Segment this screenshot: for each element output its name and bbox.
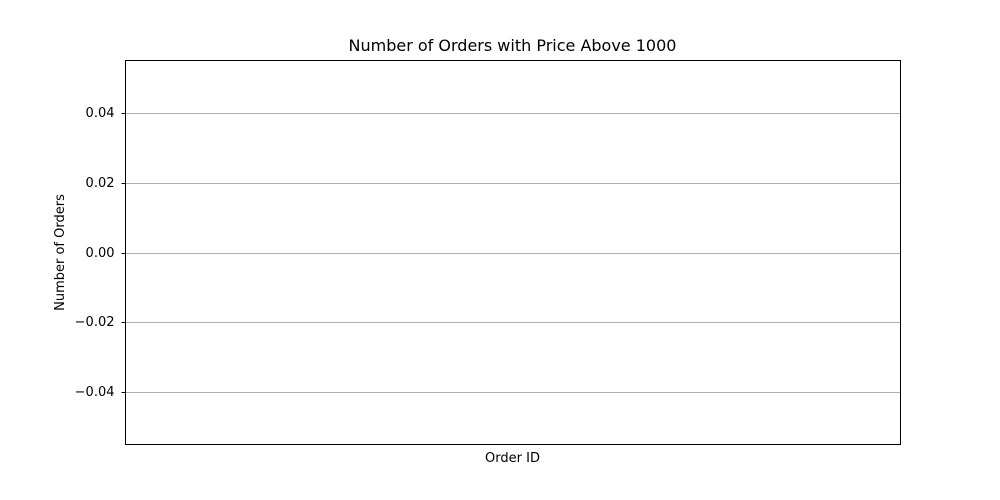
chart-title: Number of Orders with Price Above 1000 — [349, 36, 677, 55]
y-tick-label: −0.02 — [75, 315, 115, 330]
y-tick-label: 0.00 — [86, 246, 115, 261]
y-axis-label: Number of Orders — [53, 194, 68, 311]
y-tick-label: −0.04 — [75, 385, 115, 400]
x-axis-label: Order ID — [485, 451, 540, 466]
y-tick-label: 0.02 — [86, 176, 115, 191]
y-axis-ticks: 0.04 0.02 0.00 −0.02 −0.04 — [75, 106, 126, 400]
gridlines — [125, 113, 901, 393]
plot-area-frame — [125, 60, 901, 445]
y-tick-label: 0.04 — [86, 106, 115, 121]
